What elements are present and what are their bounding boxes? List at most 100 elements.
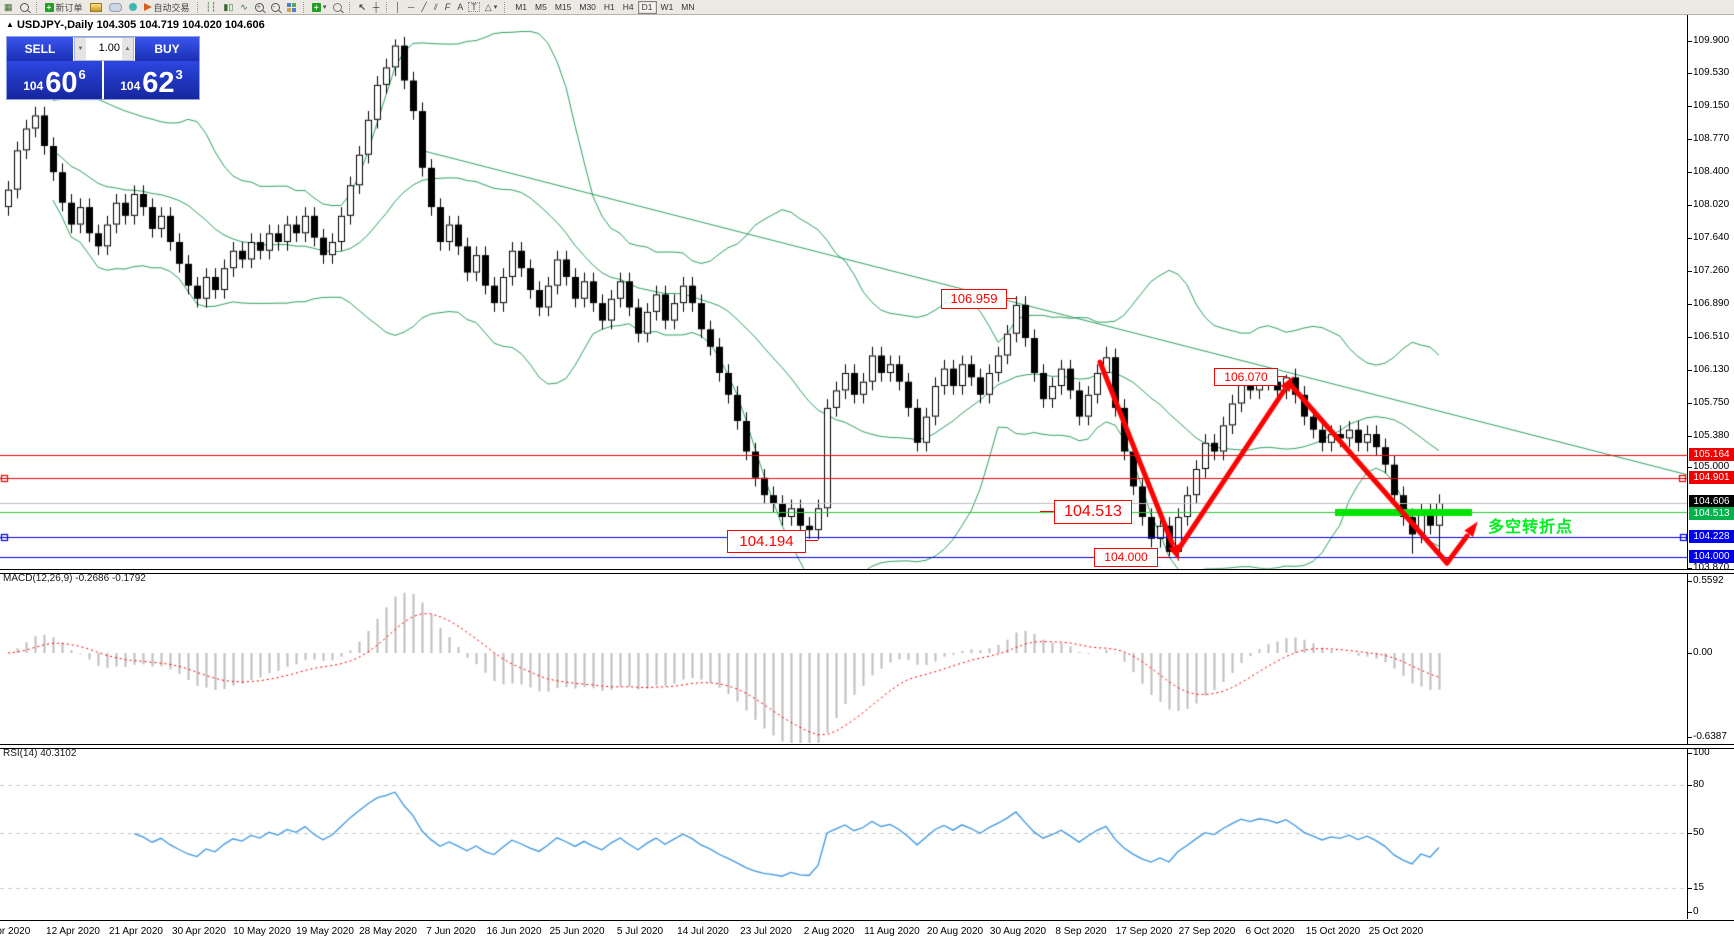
volume-increase-button[interactable]: ▲ — [122, 38, 133, 60]
chart-window-icon[interactable]: ▦ — [4, 1, 13, 12]
date-label-3: 30 Apr 2020 — [172, 926, 226, 937]
timeframe-button-mn[interactable]: MN — [681, 1, 695, 12]
fibonacci-tool-icon[interactable]: F — [444, 2, 451, 12]
rsi-tick-50: 50 — [1687, 827, 1704, 838]
price-annotation-106.959[interactable]: 106.959 — [941, 289, 1007, 309]
annotation-leader-line — [1156, 557, 1170, 558]
toolbar-separator — [196, 1, 199, 13]
trend-arrows-overlay[interactable] — [1090, 360, 1480, 570]
pane-separator[interactable] — [0, 744, 1734, 749]
price-tag-104.000: 104.000 — [1689, 550, 1734, 563]
annotation-leader-line — [1005, 298, 1017, 299]
volume-decrease-button[interactable]: ▼ — [75, 38, 86, 60]
plus-icon: + — [44, 2, 54, 12]
price-tag-104.228: 104.228 — [1689, 530, 1734, 543]
label-tool-icon[interactable]: T — [468, 2, 480, 12]
megaphone-icon — [143, 3, 152, 11]
macd-tick--0.6387: -0.6387 — [1687, 731, 1727, 742]
toolbar-separator — [349, 1, 351, 13]
volume-input[interactable]: 1.00 — [86, 38, 122, 60]
channel-tool-icon[interactable]: ⫽ — [433, 1, 438, 12]
timeframe-button-m1[interactable]: M1 — [515, 1, 528, 12]
new-order-button[interactable]: + 新订单 — [43, 1, 85, 13]
cursor-tool-icon[interactable]: ↖ — [358, 1, 366, 12]
price-tick-105.380: 105.380 — [1687, 430, 1729, 441]
date-label-10: 5 Jul 2020 — [616, 926, 664, 937]
price-tick-107.260: 107.260 — [1687, 265, 1729, 276]
rsi-tick-80: 80 — [1687, 779, 1704, 790]
sell-button[interactable]: SELL — [7, 37, 74, 61]
trendline-tool-icon[interactable]: ╱ — [421, 1, 427, 12]
bar-chart-icon[interactable]: ┆┆ — [205, 1, 217, 12]
price-tick-109.150: 109.150 — [1687, 100, 1729, 111]
price-annotation-104.513[interactable]: 104.513 — [1054, 500, 1132, 524]
rsi-tick-0: 0 — [1687, 906, 1699, 917]
vertical-line-tool-icon[interactable]: │ — [395, 2, 401, 12]
line-chart-icon[interactable]: ∿ — [240, 1, 248, 12]
date-label-11: 14 Jul 2020 — [677, 926, 729, 937]
ask-big-digits: 62 — [142, 67, 175, 99]
market-watch-icon[interactable] — [88, 1, 104, 13]
price-tick-108.020: 108.020 — [1687, 199, 1729, 210]
zoom-in-icon[interactable]: + — [253, 1, 266, 13]
date-label-4: 10 May 2020 — [233, 926, 291, 937]
date-label-9: 25 Jun 2020 — [549, 926, 605, 937]
turning-point-annotation-text[interactable]: 多空转折点 — [1488, 519, 1574, 536]
tile-windows-icon[interactable] — [285, 1, 298, 13]
timeframe-button-m30[interactable]: M30 — [579, 1, 596, 12]
autotrading-button[interactable]: 自动交易 — [142, 1, 192, 13]
date-label-13: 2 Aug 2020 — [803, 926, 855, 937]
macd-tick-0.5592: 0.5592 — [1687, 575, 1724, 586]
date-label-15: 20 Aug 2020 — [926, 926, 984, 937]
timeframe-button-h4[interactable]: H4 — [622, 1, 634, 12]
add-indicator-icon[interactable]: + ▾ — [310, 1, 329, 13]
clock-icon[interactable] — [331, 1, 344, 13]
shapes-tool-icon[interactable]: △ ▾ — [484, 1, 498, 12]
toolbar-separator — [302, 1, 305, 13]
price-annotation-106.070[interactable]: 106.070 — [1214, 368, 1278, 386]
ask-price-display[interactable]: 104 62 3 — [104, 61, 199, 99]
symbol-period-label: USDJPY-,Daily — [16, 19, 94, 31]
annotation-leader-line — [1276, 376, 1287, 377]
toolbar-separator — [504, 1, 506, 13]
annotation-leader-line — [1040, 511, 1054, 512]
price-tick-105.000: 105.000 — [1687, 461, 1729, 472]
ohlc-values: 104.305 104.719 104.020 104.606 — [96, 19, 265, 31]
timeframe-button-m5[interactable]: M5 — [535, 1, 547, 12]
price-tick-108.770: 108.770 — [1687, 133, 1729, 144]
date-axis[interactable]: Apr 2020 12 Apr 2020 21 Apr 2020 30 Apr 202… — [0, 920, 1734, 939]
pane-separator[interactable] — [0, 569, 1734, 574]
date-label-17: 8 Sep 2020 — [1055, 926, 1107, 937]
price-annotation-104.000[interactable]: 104.000 — [1094, 548, 1158, 567]
horizontal-line-tool-icon[interactable]: ─ — [407, 2, 415, 12]
zoom-out-icon[interactable]: - — [269, 1, 282, 13]
collapse-triangle-icon[interactable]: ▲ — [6, 20, 14, 29]
candlestick-chart-icon[interactable]: ▮▯ — [223, 1, 234, 12]
timeframe-button-d1[interactable]: D1 — [637, 0, 657, 14]
crosshair-tool-icon[interactable]: ┼ — [372, 2, 380, 12]
date-label-16: 30 Aug 2020 — [989, 926, 1047, 937]
price-annotation-104.194[interactable]: 104.194 — [727, 530, 806, 553]
signals-icon[interactable] — [127, 1, 139, 13]
date-label-20: 6 Oct 2020 — [1245, 926, 1295, 937]
bid-pip-digit: 6 — [78, 67, 86, 82]
timeframe-button-w1[interactable]: W1 — [660, 1, 674, 12]
cloud-icon[interactable] — [107, 1, 124, 13]
search-icon[interactable] — [18, 1, 31, 13]
buy-button[interactable]: BUY — [134, 37, 199, 61]
text-tool-icon[interactable]: A — [457, 2, 464, 12]
price-tag-105.164: 105.164 — [1689, 448, 1734, 461]
price-chart-canvas[interactable] — [0, 0, 1687, 922]
date-label-2: 21 Apr 2020 — [109, 926, 163, 937]
date-label-22: 25 Oct 2020 — [1368, 926, 1424, 937]
price-tag-104.606: 104.606 — [1689, 495, 1734, 508]
price-tag-104.901: 104.901 — [1689, 471, 1734, 484]
bid-price-display[interactable]: 104 60 6 — [7, 61, 104, 99]
annotation-leader-line — [804, 540, 818, 541]
rsi-tick-15: 15 — [1687, 882, 1704, 893]
timeframe-button-m15[interactable]: M15 — [554, 1, 572, 12]
rsi-tick-100: 100 — [1687, 747, 1710, 758]
date-label-5: 19 May 2020 — [296, 926, 354, 937]
price-tick-106.130: 106.130 — [1687, 364, 1729, 375]
timeframe-button-h1[interactable]: H1 — [603, 1, 615, 12]
